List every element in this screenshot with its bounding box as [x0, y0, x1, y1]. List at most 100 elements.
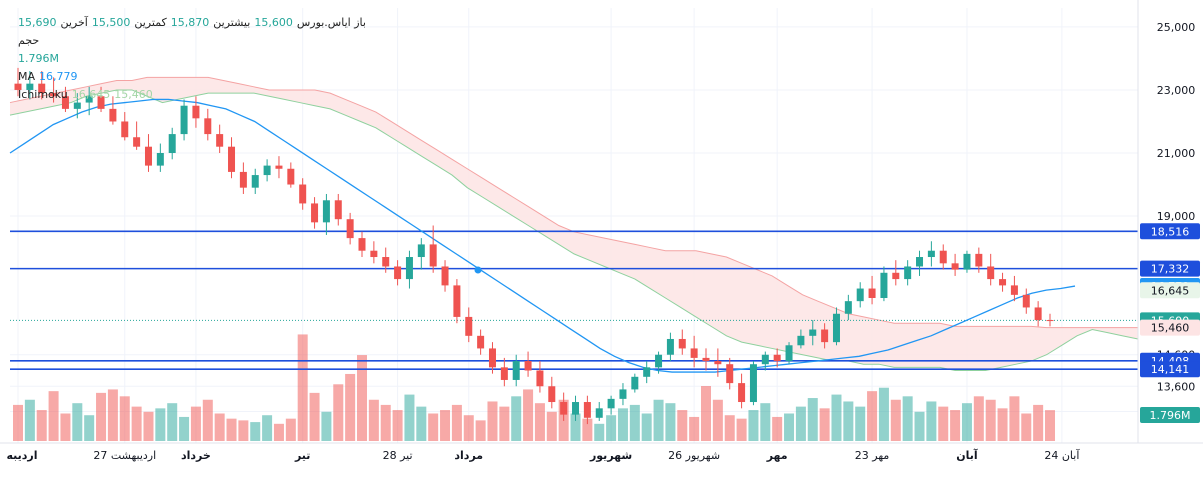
- candle[interactable]: [785, 342, 793, 365]
- candle[interactable]: [773, 348, 781, 368]
- candle[interactable]: [809, 320, 817, 346]
- candle[interactable]: [607, 395, 615, 415]
- price-tag-ichi[interactable]: 16,645: [1140, 282, 1200, 299]
- candle[interactable]: [299, 178, 307, 210]
- candle[interactable]: [216, 124, 224, 153]
- candle[interactable]: [821, 323, 829, 349]
- candle[interactable]: [97, 86, 105, 113]
- candle[interactable]: [726, 357, 734, 390]
- candle[interactable]: [749, 361, 757, 406]
- candle[interactable]: [963, 250, 971, 273]
- candle[interactable]: [405, 250, 413, 289]
- candle[interactable]: [702, 348, 710, 371]
- candle[interactable]: [916, 250, 924, 276]
- price-tag-cloudtop[interactable]: 15,460: [1140, 319, 1200, 336]
- candle[interactable]: [856, 282, 864, 308]
- price-axis[interactable]: 25,00023,00021,00019,00014,60013,60012,8…: [1137, 0, 1203, 478]
- candle[interactable]: [690, 335, 698, 368]
- candle[interactable]: [832, 307, 840, 346]
- candle[interactable]: [192, 96, 200, 128]
- candle[interactable]: [939, 244, 947, 270]
- candle[interactable]: [999, 272, 1007, 292]
- hline-price-tag[interactable]: 17,332: [1140, 260, 1200, 277]
- candle[interactable]: [311, 197, 319, 229]
- candle[interactable]: [1046, 313, 1054, 327]
- candle[interactable]: [275, 156, 283, 179]
- candle[interactable]: [987, 253, 995, 286]
- candle[interactable]: [714, 348, 722, 377]
- hline-price-tag[interactable]: 14,141: [1140, 361, 1200, 378]
- candle[interactable]: [168, 127, 176, 160]
- candle[interactable]: [239, 162, 247, 194]
- candle[interactable]: [251, 168, 259, 194]
- candle[interactable]: [38, 71, 46, 100]
- candle[interactable]: [904, 260, 912, 286]
- candle[interactable]: [26, 71, 34, 100]
- candle[interactable]: [975, 247, 983, 273]
- candle[interactable]: [477, 329, 485, 355]
- volume-bar: [617, 408, 628, 441]
- candle[interactable]: [394, 260, 402, 286]
- candle[interactable]: [204, 108, 212, 141]
- candle[interactable]: [583, 395, 591, 425]
- candle[interactable]: [322, 193, 330, 235]
- candle[interactable]: [465, 307, 473, 343]
- candle[interactable]: [346, 212, 354, 245]
- candle[interactable]: [228, 137, 236, 179]
- candle[interactable]: [156, 143, 164, 172]
- candle[interactable]: [50, 77, 58, 103]
- candle[interactable]: [180, 99, 188, 141]
- candle[interactable]: [643, 361, 651, 384]
- candle[interactable]: [536, 361, 544, 393]
- candle[interactable]: [488, 342, 496, 374]
- horizontal-lines[interactable]: [10, 230, 1138, 371]
- candle[interactable]: [1022, 288, 1030, 314]
- candle[interactable]: [524, 351, 532, 377]
- candle[interactable]: [951, 253, 959, 276]
- candle[interactable]: [370, 241, 378, 264]
- candle[interactable]: [121, 112, 129, 141]
- candle[interactable]: [619, 383, 627, 406]
- hline-price-tag[interactable]: 18,516: [1140, 223, 1200, 240]
- candle[interactable]: [429, 225, 437, 273]
- candle[interactable]: [500, 357, 508, 387]
- candle[interactable]: [1010, 275, 1018, 302]
- candle[interactable]: [631, 373, 639, 393]
- candle[interactable]: [666, 332, 674, 362]
- candle[interactable]: [655, 351, 663, 374]
- candle[interactable]: [595, 402, 603, 421]
- candle[interactable]: [560, 392, 568, 421]
- candle[interactable]: [512, 354, 520, 387]
- candle[interactable]: [678, 329, 686, 355]
- volume-tag[interactable]: 1.796M: [1140, 407, 1200, 423]
- time-axis[interactable]: اردیبه 27 اردیبهشت خرداد تیر 28 تیر مرداد شهری…: [0, 442, 1203, 462]
- candle[interactable]: [133, 121, 141, 150]
- candle[interactable]: [73, 93, 81, 119]
- candle[interactable]: [572, 395, 580, 421]
- candle[interactable]: [263, 159, 271, 182]
- candle[interactable]: [880, 266, 888, 302]
- candle[interactable]: [761, 351, 769, 371]
- candle[interactable]: [927, 241, 935, 267]
- candle[interactable]: [382, 247, 390, 273]
- candle[interactable]: [892, 260, 900, 286]
- candle[interactable]: [548, 376, 556, 409]
- candle[interactable]: [358, 231, 366, 258]
- candle[interactable]: [85, 86, 93, 116]
- candle[interactable]: [844, 294, 852, 321]
- candle[interactable]: [453, 279, 461, 324]
- candle[interactable]: [797, 329, 805, 349]
- candle[interactable]: [14, 67, 22, 97]
- candlesticks[interactable]: [14, 67, 1054, 425]
- candle[interactable]: [868, 275, 876, 305]
- candle[interactable]: [1034, 301, 1042, 327]
- candle[interactable]: [417, 238, 425, 270]
- candle[interactable]: [287, 162, 295, 188]
- candle[interactable]: [144, 134, 152, 172]
- candle[interactable]: [61, 86, 69, 113]
- candle[interactable]: [738, 373, 746, 409]
- candle[interactable]: [441, 260, 449, 292]
- candle[interactable]: [334, 193, 342, 226]
- candle[interactable]: [109, 96, 117, 125]
